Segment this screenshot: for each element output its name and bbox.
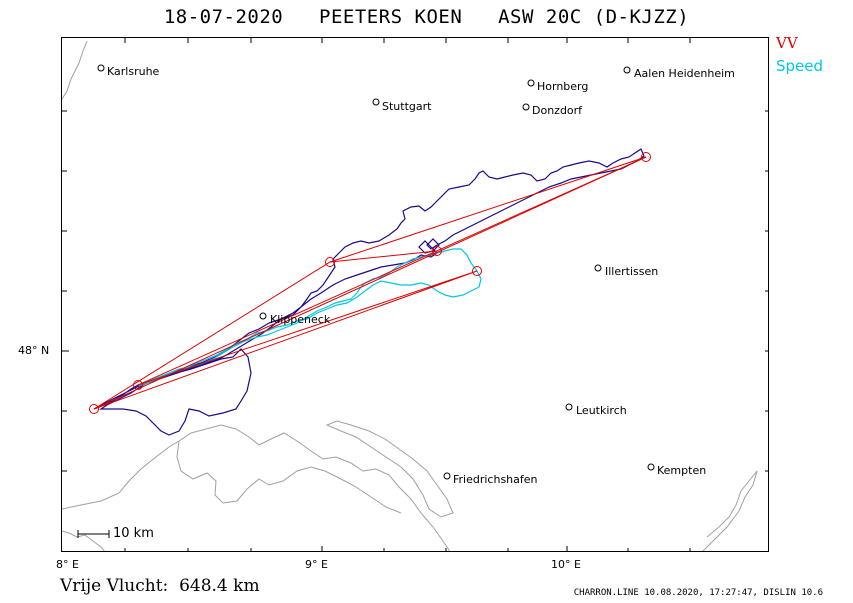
city-donzdorf: Donzdorf (532, 104, 583, 117)
free-flight-distance: Vrije Vlucht: 648.4 km (60, 576, 260, 596)
map-frame (61, 37, 769, 552)
latitude-label: 48° N (18, 344, 50, 357)
city-stuttgart: Stuttgart (382, 100, 432, 113)
flight-title: 18-07-2020 PEETERS KOEN ASW 20C (D-KJZZ) (163, 6, 690, 28)
city-illertissen: Illertissen (605, 265, 659, 278)
city-karlsruhe: Karlsruhe (107, 65, 160, 78)
longitude-label-8: 8° E (56, 558, 79, 571)
legend-vv: VV (776, 34, 798, 52)
flight-track (93, 148, 645, 436)
country-borders (62, 40, 758, 551)
longitude-label-10: 10° E (551, 558, 581, 571)
city-hornberg: Hornberg (537, 80, 589, 93)
city-leutkirch: Leutkirch (576, 404, 627, 417)
city-klippeneck: Klippeneck (270, 313, 331, 326)
free-flight-legs (93, 156, 647, 410)
city-markers (97, 64, 655, 480)
map-canvas (62, 38, 768, 551)
scale-bar (77, 530, 110, 538)
axis-ticks (62, 38, 768, 551)
scale-label: 10 km (113, 526, 154, 541)
city-kempten: Kempten (657, 464, 707, 477)
footer-credits: CHARRON.LINE 10.08.2020, 17:27:47, DISLI… (573, 588, 823, 598)
city-aalen-heidenheim: Aalen Heidenheim (634, 67, 735, 80)
city-friedrichshafen: Friedrichshafen (453, 473, 538, 486)
legend-speed: Speed (776, 57, 824, 75)
turnpoint-markers (89, 152, 651, 414)
longitude-label-9: 9° E (305, 558, 328, 571)
